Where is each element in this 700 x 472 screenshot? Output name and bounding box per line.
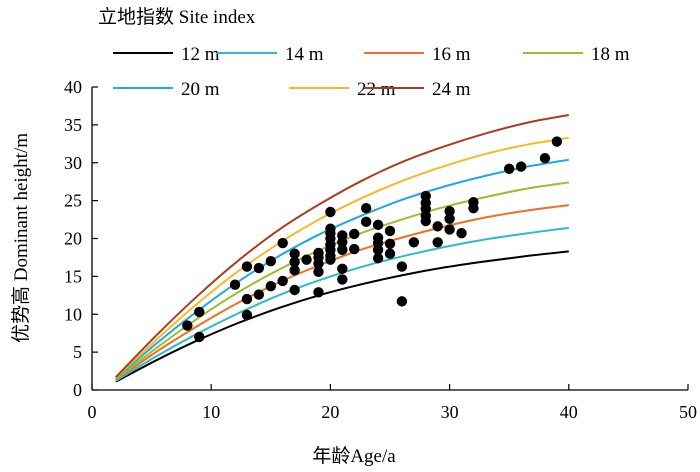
data-point [253, 289, 265, 300]
data-point [313, 287, 324, 298]
observation-points [182, 136, 563, 343]
data-point [194, 306, 205, 318]
legend-label-20m: 20 m [181, 79, 220, 100]
data-point [396, 296, 408, 307]
data-point [265, 256, 276, 267]
x-tick-label: 10 [202, 402, 220, 422]
data-point [360, 203, 372, 214]
data-point [384, 238, 396, 250]
x-tick-label: 50 [679, 402, 697, 422]
x-axis-title: 年龄Age/a [312, 445, 396, 467]
data-point [444, 206, 455, 217]
y-axis-ticks: 0 5 10 15 20 25 30 35 40 [64, 77, 98, 400]
data-point [468, 203, 479, 214]
data-point [384, 225, 396, 237]
data-point [360, 216, 372, 228]
y-tick-label: 0 [73, 380, 82, 400]
data-point [337, 237, 348, 248]
data-point [504, 163, 515, 175]
data-point [372, 252, 384, 264]
data-point [182, 320, 193, 331]
site-index-curve-16m [115, 204, 569, 381]
data-point [372, 244, 384, 256]
y-axis-title: 优势高 Dominant height/m [10, 133, 32, 343]
data-point [229, 279, 241, 290]
legend-label-12m: 12 m [181, 44, 220, 65]
data-point [277, 275, 288, 287]
legend-title: 立地指数 Site index [98, 6, 256, 28]
data-point [396, 261, 408, 272]
data-point [313, 266, 324, 278]
y-tick-label: 15 [64, 266, 82, 286]
data-point [349, 243, 360, 255]
y-tick-label: 30 [64, 153, 82, 173]
y-tick-label: 5 [73, 342, 82, 362]
data-point [325, 254, 336, 265]
data-point [277, 237, 288, 249]
y-tick-label: 10 [64, 304, 82, 324]
data-point [337, 244, 348, 256]
legend-label-14m: 14 m [285, 44, 324, 65]
data-point [194, 331, 205, 343]
data-point [551, 136, 563, 147]
legend-label-22m: 22 m [357, 79, 396, 100]
y-tick-label: 35 [64, 115, 82, 135]
data-point [372, 219, 384, 231]
x-axis-ticks: 0 10 20 30 40 50 [88, 384, 697, 422]
data-point [432, 221, 443, 232]
data-point [289, 256, 300, 268]
data-point [349, 228, 360, 240]
data-point [337, 274, 348, 285]
data-point [313, 258, 324, 269]
data-point [337, 263, 348, 274]
legend: 立地指数 Site index 12 m 14 m 16 m 18 m 20 m 22 m… [98, 6, 630, 100]
y-tick-label: 40 [64, 77, 82, 97]
axes: 0 10 20 30 40 50 0 5 10 15 20 25 30 35 40 [64, 77, 697, 422]
data-point [253, 262, 265, 274]
data-point [444, 224, 455, 235]
site-index-curve-24m [115, 114, 569, 378]
data-point [289, 248, 300, 259]
data-point [289, 284, 300, 296]
data-point [265, 281, 276, 292]
data-point [432, 237, 443, 248]
x-tick-label: 0 [88, 402, 97, 422]
y-tick-label: 20 [64, 229, 82, 249]
data-point [241, 309, 253, 321]
data-point [289, 265, 300, 276]
x-tick-label: 20 [321, 402, 339, 422]
data-point [456, 227, 467, 239]
data-point [408, 237, 420, 248]
legend-label-18m: 18 m [591, 44, 630, 65]
data-point [420, 215, 431, 227]
x-tick-label: 30 [441, 402, 459, 422]
data-point [301, 254, 312, 265]
data-point [241, 261, 253, 272]
x-tick-label: 40 [560, 402, 578, 422]
data-point [444, 213, 455, 225]
legend-label-16m: 16 m [432, 44, 471, 65]
data-point [539, 153, 551, 164]
data-point [325, 206, 336, 218]
y-tick-label: 25 [64, 191, 82, 211]
site-index-curve-12m [115, 250, 569, 383]
data-point [515, 161, 527, 172]
data-point [241, 293, 253, 305]
data-point [384, 248, 396, 259]
legend-label-24m: 24 m [432, 79, 471, 100]
site-index-curve-22m [115, 136, 569, 379]
